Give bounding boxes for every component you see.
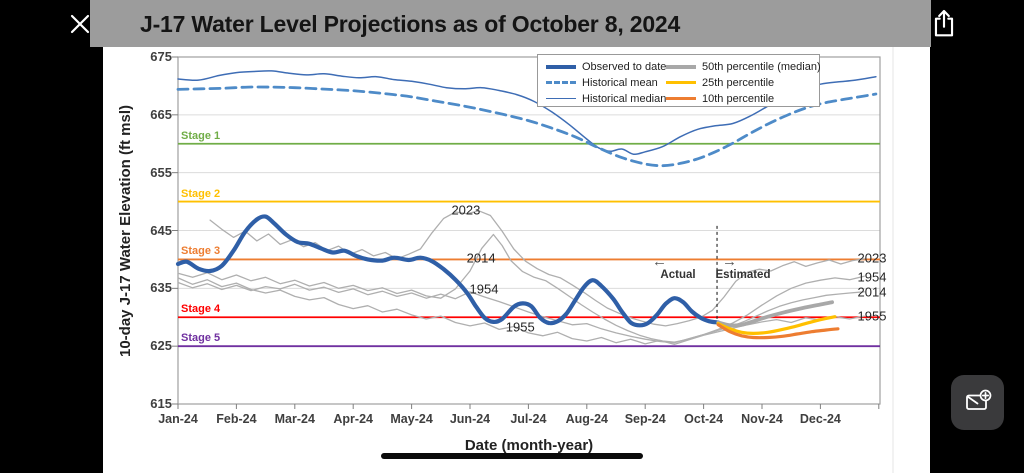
x-tick-label: Feb-24 bbox=[216, 412, 257, 426]
share-button[interactable] bbox=[928, 7, 960, 41]
y-tick-label: 645 bbox=[150, 222, 172, 238]
x-tick-label: Jun-24 bbox=[449, 412, 491, 426]
right-year-label: 1954 bbox=[857, 269, 887, 285]
right-year-label: 1955 bbox=[857, 308, 887, 323]
y-tick-label: 675 bbox=[150, 49, 172, 64]
inline-year-label: 2014 bbox=[466, 250, 496, 266]
dashed-line-swatch bbox=[546, 81, 576, 84]
legend-item-50th: 50th percentile (median) bbox=[666, 59, 821, 74]
yellow-line-swatch bbox=[666, 81, 696, 84]
viewer-titlebar: J-17 Water Level Projections as of Octob… bbox=[90, 0, 931, 47]
x-tick-label: Oct-24 bbox=[684, 412, 724, 426]
orange-line-swatch bbox=[666, 97, 696, 100]
x-tick-label: May-24 bbox=[390, 412, 433, 426]
right-year-label: 2014 bbox=[857, 284, 887, 300]
stage-label-1: Stage 1 bbox=[181, 129, 221, 142]
new-message-button[interactable] bbox=[951, 375, 1004, 430]
legend-item-10th: 10th percentile bbox=[666, 91, 774, 106]
right-year-label: 2023 bbox=[857, 250, 887, 266]
x-tick-label: Sep-24 bbox=[624, 412, 666, 426]
legend-item-25th: 25th percentile bbox=[666, 75, 774, 90]
left-arrow-icon: ← bbox=[652, 253, 667, 270]
chart-legend: Observed to date Historical mean Histori… bbox=[537, 54, 821, 107]
x-tick-label: Aug-24 bbox=[565, 412, 608, 426]
stage-label-2: Stage 2 bbox=[181, 187, 221, 200]
close-icon bbox=[68, 12, 92, 39]
gray-line-swatch bbox=[666, 64, 696, 69]
legend-label: 25th percentile bbox=[702, 76, 775, 89]
y-tick-label: 655 bbox=[150, 164, 172, 180]
legend-label: 10th percentile bbox=[702, 92, 775, 105]
legend-label: Historical mean bbox=[582, 76, 658, 89]
legend-label: Observed to date bbox=[582, 60, 667, 73]
legend-label: Historical median bbox=[582, 92, 667, 105]
stage-label-3: Stage 3 bbox=[181, 245, 221, 258]
share-icon bbox=[931, 8, 957, 41]
legend-item-hist-mean: Historical mean bbox=[546, 75, 658, 90]
y-tick-label: 635 bbox=[150, 280, 172, 296]
page-title: J-17 Water Level Projections as of Octob… bbox=[140, 11, 681, 37]
x-tick-label: Jan-24 bbox=[158, 412, 198, 426]
x-tick-label: Jul-24 bbox=[510, 412, 547, 426]
estimated-label: Estimated bbox=[715, 269, 771, 281]
observed-line-swatch bbox=[546, 64, 576, 69]
legend-label: 50th percentile (median) bbox=[702, 60, 821, 73]
y-tick-label: 665 bbox=[150, 106, 172, 122]
x-tick-label: Nov-24 bbox=[741, 412, 783, 426]
home-indicator[interactable] bbox=[381, 453, 643, 459]
stage-label-5: Stage 5 bbox=[181, 332, 221, 345]
inline-year-label: 1955 bbox=[505, 319, 535, 334]
envelope-plus-icon bbox=[963, 387, 993, 418]
x-axis-title: Date (month-year) bbox=[464, 437, 594, 454]
thin-line-swatch bbox=[546, 97, 576, 100]
right-arrow-icon: → bbox=[722, 253, 737, 270]
stage-label-4: Stage 4 bbox=[181, 303, 221, 316]
y-tick-label: 625 bbox=[150, 338, 172, 354]
actual-label: Actual bbox=[660, 269, 696, 281]
x-tick-label: Apr-24 bbox=[333, 412, 373, 426]
close-button[interactable] bbox=[64, 9, 96, 41]
x-tick-label: Mar-24 bbox=[274, 412, 315, 426]
legend-item-observed: Observed to date bbox=[546, 59, 666, 74]
legend-item-hist-median: Historical median bbox=[546, 91, 666, 106]
inline-year-label: 2023 bbox=[451, 202, 481, 218]
x-tick-label: Dec-24 bbox=[799, 412, 841, 426]
inline-year-label: 1954 bbox=[469, 281, 499, 297]
y-tick-label: 615 bbox=[150, 396, 172, 411]
